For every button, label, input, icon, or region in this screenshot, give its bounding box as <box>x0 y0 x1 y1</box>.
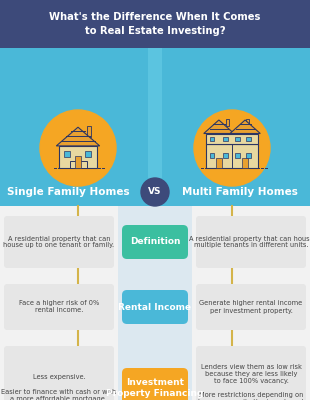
Bar <box>210 153 214 158</box>
FancyBboxPatch shape <box>4 346 114 400</box>
Text: What's the Difference When It Comes: What's the Difference When It Comes <box>49 12 261 22</box>
Text: A residential property that can house
multiple tenants in different units.: A residential property that can house mu… <box>188 236 310 248</box>
FancyBboxPatch shape <box>4 216 114 268</box>
Bar <box>206 134 258 144</box>
Text: Definition: Definition <box>130 238 180 246</box>
Bar <box>69 161 86 168</box>
Text: to Real Estate Investing?: to Real Estate Investing? <box>85 26 225 36</box>
Text: Multi Family Homes: Multi Family Homes <box>182 187 298 197</box>
Bar <box>242 158 248 168</box>
FancyBboxPatch shape <box>4 284 114 330</box>
Bar <box>64 151 70 157</box>
Bar <box>118 206 192 400</box>
Bar <box>0 48 310 178</box>
Bar <box>206 144 258 168</box>
Bar <box>0 0 310 48</box>
Bar <box>246 136 251 141</box>
Polygon shape <box>56 127 100 146</box>
Polygon shape <box>230 120 260 134</box>
Text: VS: VS <box>148 188 162 196</box>
Polygon shape <box>204 120 234 134</box>
Text: Face a higher risk of 0%
rental income.: Face a higher risk of 0% rental income. <box>19 300 99 314</box>
Bar <box>0 206 310 400</box>
FancyBboxPatch shape <box>122 225 188 259</box>
Bar <box>0 178 310 206</box>
FancyBboxPatch shape <box>122 290 188 324</box>
Bar <box>246 153 251 158</box>
Bar <box>216 158 222 168</box>
Text: Investment
Property Financing: Investment Property Financing <box>106 378 204 398</box>
Text: Lenders view them as low risk
because they are less likely
to face 100% vacancy.: Lenders view them as low risk because th… <box>198 364 304 400</box>
Bar <box>235 136 240 141</box>
Circle shape <box>141 178 169 206</box>
Bar <box>226 118 229 126</box>
Circle shape <box>194 110 270 186</box>
Bar <box>246 118 249 126</box>
FancyBboxPatch shape <box>196 346 306 400</box>
Bar <box>223 136 228 141</box>
Bar <box>148 48 162 178</box>
FancyBboxPatch shape <box>196 216 306 268</box>
Text: Rental Income: Rental Income <box>118 302 192 312</box>
Bar <box>235 153 240 158</box>
Text: Generate higher rental income
per investment property.: Generate higher rental income per invest… <box>199 300 303 314</box>
FancyBboxPatch shape <box>196 284 306 330</box>
Text: Less expensive.

Easier to finance with cash or with
a more affordable mortgage.: Less expensive. Easier to finance with c… <box>1 374 117 400</box>
Text: A residential property that can
house up to one tenant or family.: A residential property that can house up… <box>3 236 115 248</box>
Circle shape <box>40 110 116 186</box>
Bar <box>75 156 82 168</box>
Bar <box>210 136 214 141</box>
Bar <box>86 126 91 137</box>
Text: Single Family Homes: Single Family Homes <box>7 187 129 197</box>
FancyBboxPatch shape <box>122 368 188 400</box>
Bar <box>85 151 91 157</box>
Bar <box>59 146 97 168</box>
Bar <box>223 153 228 158</box>
